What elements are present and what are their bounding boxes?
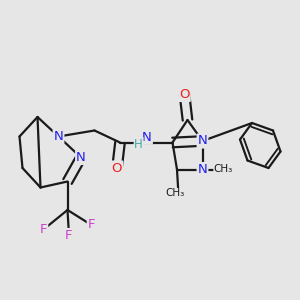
- Text: H: H: [134, 137, 143, 151]
- Text: F: F: [40, 223, 47, 236]
- Text: N: N: [142, 130, 152, 144]
- Text: F: F: [65, 229, 73, 242]
- Text: CH₃: CH₃: [214, 164, 233, 175]
- Text: CH₃: CH₃: [166, 188, 185, 199]
- Text: O: O: [179, 88, 190, 101]
- Text: N: N: [54, 130, 63, 143]
- Text: F: F: [88, 218, 95, 232]
- Text: N: N: [198, 134, 207, 148]
- Text: N: N: [198, 163, 207, 176]
- Text: O: O: [112, 161, 122, 175]
- Text: N: N: [76, 151, 86, 164]
